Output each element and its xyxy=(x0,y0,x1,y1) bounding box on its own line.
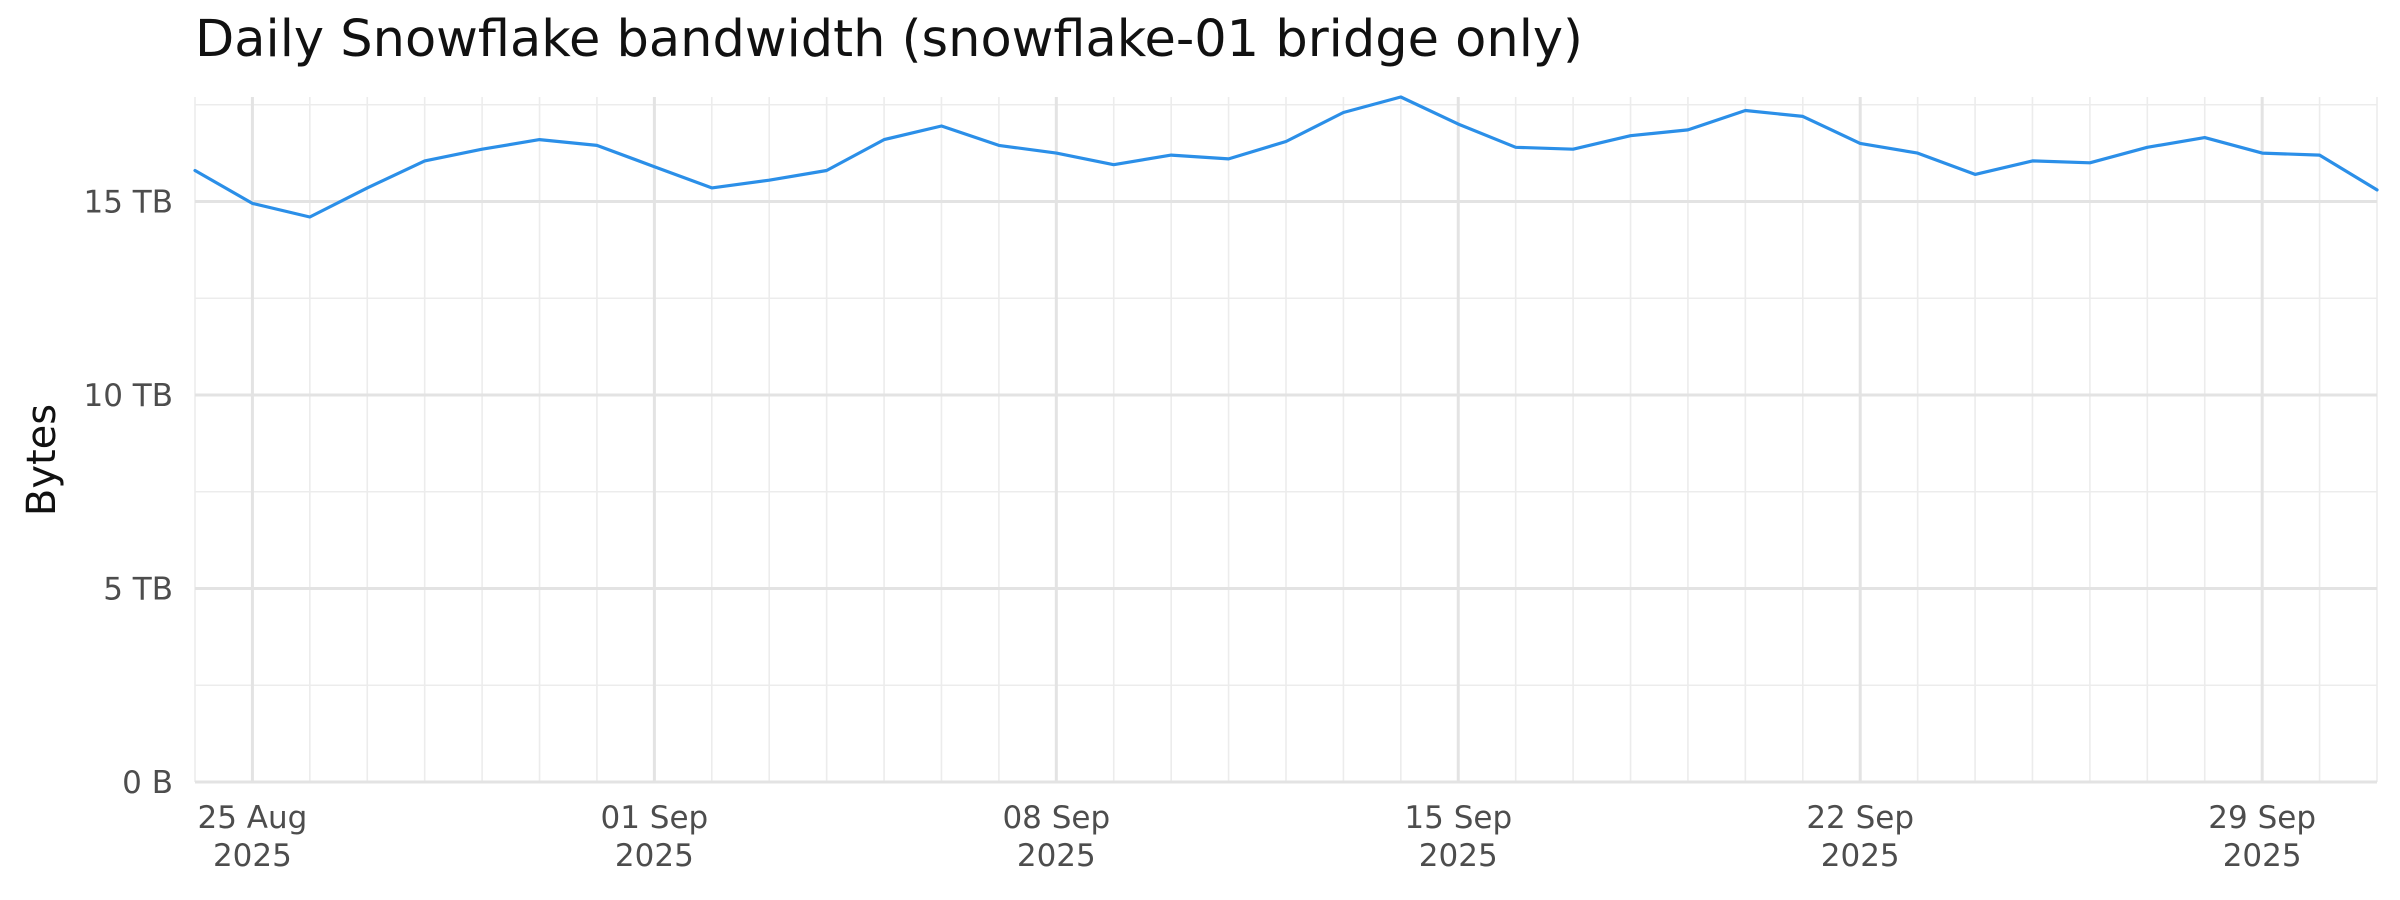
y-tick-label: 10 TB xyxy=(83,378,173,414)
y-axis-ticks: 0 B 5 TB 10 TB 15 TB xyxy=(83,184,173,801)
grid-minor xyxy=(194,97,2378,782)
x-tick-label: 25 Aug xyxy=(197,800,307,836)
x-tick-label: 08 Sep xyxy=(1002,800,1110,836)
series-layer xyxy=(193,95,2379,219)
x-tick-year-label: 2025 xyxy=(615,838,694,874)
x-tick-year-label: 2025 xyxy=(1821,838,1900,874)
x-tick-label: 29 Sep xyxy=(2208,800,2316,836)
x-tick-year-label: 2025 xyxy=(213,838,292,874)
y-tick-label: 15 TB xyxy=(83,184,173,220)
x-tick-year-label: 2025 xyxy=(1419,838,1498,874)
y-axis-title: Bytes xyxy=(19,404,65,516)
grid-major xyxy=(195,97,2377,784)
x-tick-label: 01 Sep xyxy=(601,800,709,836)
x-tick-label: 15 Sep xyxy=(1404,800,1512,836)
x-tick-label: 22 Sep xyxy=(1806,800,1914,836)
y-tick-label: 0 B xyxy=(122,765,173,801)
x-tick-year-label: 2025 xyxy=(1017,838,1096,874)
y-tick-label: 5 TB xyxy=(103,571,173,607)
x-tick-year-label: 2025 xyxy=(2223,838,2302,874)
series-line xyxy=(193,95,2379,219)
chart-title: Daily Snowflake bandwidth (snowflake-01 … xyxy=(195,10,1583,69)
